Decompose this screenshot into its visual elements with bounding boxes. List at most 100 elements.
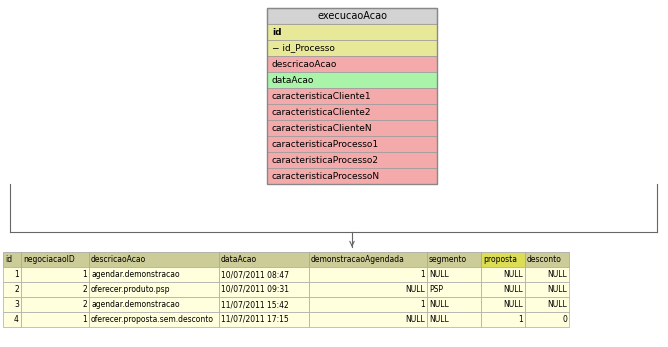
Text: caracteristicaClienteN: caracteristicaClienteN <box>272 124 373 133</box>
Text: 2: 2 <box>82 285 87 294</box>
Bar <box>89 282 219 297</box>
Text: NULL: NULL <box>503 300 523 309</box>
Text: id: id <box>272 27 281 36</box>
Bar <box>3 252 21 267</box>
Text: caracteristicaCliente1: caracteristicaCliente1 <box>272 92 371 101</box>
Bar <box>481 252 525 267</box>
Text: NULL: NULL <box>405 285 425 294</box>
Text: caracteristicaProcessoN: caracteristicaProcessoN <box>272 171 380 180</box>
Bar <box>525 297 569 312</box>
Bar <box>89 297 219 312</box>
Bar <box>427 312 481 327</box>
Bar <box>89 267 219 282</box>
Bar <box>267 88 437 104</box>
Bar <box>21 267 89 282</box>
Text: 1: 1 <box>518 315 523 324</box>
Text: NULL: NULL <box>547 285 567 294</box>
Bar <box>267 136 437 152</box>
Text: dataAcao: dataAcao <box>221 255 257 264</box>
Text: 2: 2 <box>82 300 87 309</box>
Text: 4: 4 <box>14 315 19 324</box>
Bar <box>3 267 21 282</box>
Text: 1: 1 <box>420 270 425 279</box>
Text: 1: 1 <box>82 270 87 279</box>
Text: desconto: desconto <box>527 255 562 264</box>
Text: caracteristicaProcesso1: caracteristicaProcesso1 <box>272 139 379 149</box>
Bar <box>267 72 437 88</box>
Bar <box>525 252 569 267</box>
Bar <box>481 267 525 282</box>
Bar <box>3 282 21 297</box>
Text: oferecer.produto.psp: oferecer.produto.psp <box>91 285 170 294</box>
Bar <box>309 267 427 282</box>
Text: descricaoAcao: descricaoAcao <box>272 59 337 68</box>
Bar <box>481 312 525 327</box>
Text: PSP: PSP <box>429 285 443 294</box>
Bar <box>219 282 309 297</box>
Bar <box>267 56 437 72</box>
Bar <box>3 297 21 312</box>
Bar <box>525 282 569 297</box>
Bar <box>89 252 219 267</box>
Bar <box>267 8 437 24</box>
Bar <box>309 297 427 312</box>
Bar <box>309 312 427 327</box>
Text: proposta: proposta <box>483 255 517 264</box>
Bar <box>21 297 89 312</box>
Text: caracteristicaProcesso2: caracteristicaProcesso2 <box>272 155 379 164</box>
Text: dataAcao: dataAcao <box>272 76 315 85</box>
Bar <box>21 282 89 297</box>
Text: execucaoAcao: execucaoAcao <box>317 11 387 21</box>
Bar <box>267 8 437 184</box>
Text: NULL: NULL <box>503 270 523 279</box>
Text: 11/07/2011 17:15: 11/07/2011 17:15 <box>221 315 289 324</box>
Text: agendar.demonstracao: agendar.demonstracao <box>91 300 180 309</box>
Bar <box>21 252 89 267</box>
Bar <box>21 312 89 327</box>
Bar <box>219 267 309 282</box>
Text: 2: 2 <box>14 285 19 294</box>
Bar <box>3 312 21 327</box>
Text: NULL: NULL <box>429 300 449 309</box>
Text: NULL: NULL <box>503 285 523 294</box>
Text: caracteristicaCliente2: caracteristicaCliente2 <box>272 108 371 117</box>
Text: 11/07/2011 15:42: 11/07/2011 15:42 <box>221 300 289 309</box>
Text: NULL: NULL <box>405 315 425 324</box>
Bar <box>219 252 309 267</box>
Text: 1: 1 <box>14 270 19 279</box>
Text: NULL: NULL <box>547 270 567 279</box>
Text: 3: 3 <box>14 300 19 309</box>
Bar <box>89 312 219 327</box>
Text: oferecer.proposta.sem.desconto: oferecer.proposta.sem.desconto <box>91 315 214 324</box>
Text: NULL: NULL <box>429 315 449 324</box>
Bar <box>427 297 481 312</box>
Bar <box>481 297 525 312</box>
Bar <box>267 152 437 168</box>
Bar <box>309 282 427 297</box>
Bar <box>267 104 437 120</box>
Text: NULL: NULL <box>547 300 567 309</box>
Text: segmento: segmento <box>429 255 467 264</box>
Text: NULL: NULL <box>429 270 449 279</box>
Text: 0: 0 <box>562 315 567 324</box>
Text: 1: 1 <box>82 315 87 324</box>
Bar <box>427 282 481 297</box>
Text: demonstracaoAgendada: demonstracaoAgendada <box>311 255 405 264</box>
Bar <box>525 312 569 327</box>
Text: 1: 1 <box>420 300 425 309</box>
Text: descricaoAcao: descricaoAcao <box>91 255 146 264</box>
Bar <box>309 252 427 267</box>
Bar <box>267 168 437 184</box>
Text: − id_Processo: − id_Processo <box>272 43 335 52</box>
Bar <box>267 120 437 136</box>
Bar <box>525 267 569 282</box>
Text: id: id <box>5 255 12 264</box>
Bar <box>219 297 309 312</box>
Bar <box>267 24 437 40</box>
Text: negociacaoID: negociacaoID <box>23 255 75 264</box>
Bar <box>481 282 525 297</box>
Bar <box>427 267 481 282</box>
Text: agendar.demonstracao: agendar.demonstracao <box>91 270 180 279</box>
Text: 10/07/2011 09:31: 10/07/2011 09:31 <box>221 285 289 294</box>
Bar <box>267 40 437 56</box>
